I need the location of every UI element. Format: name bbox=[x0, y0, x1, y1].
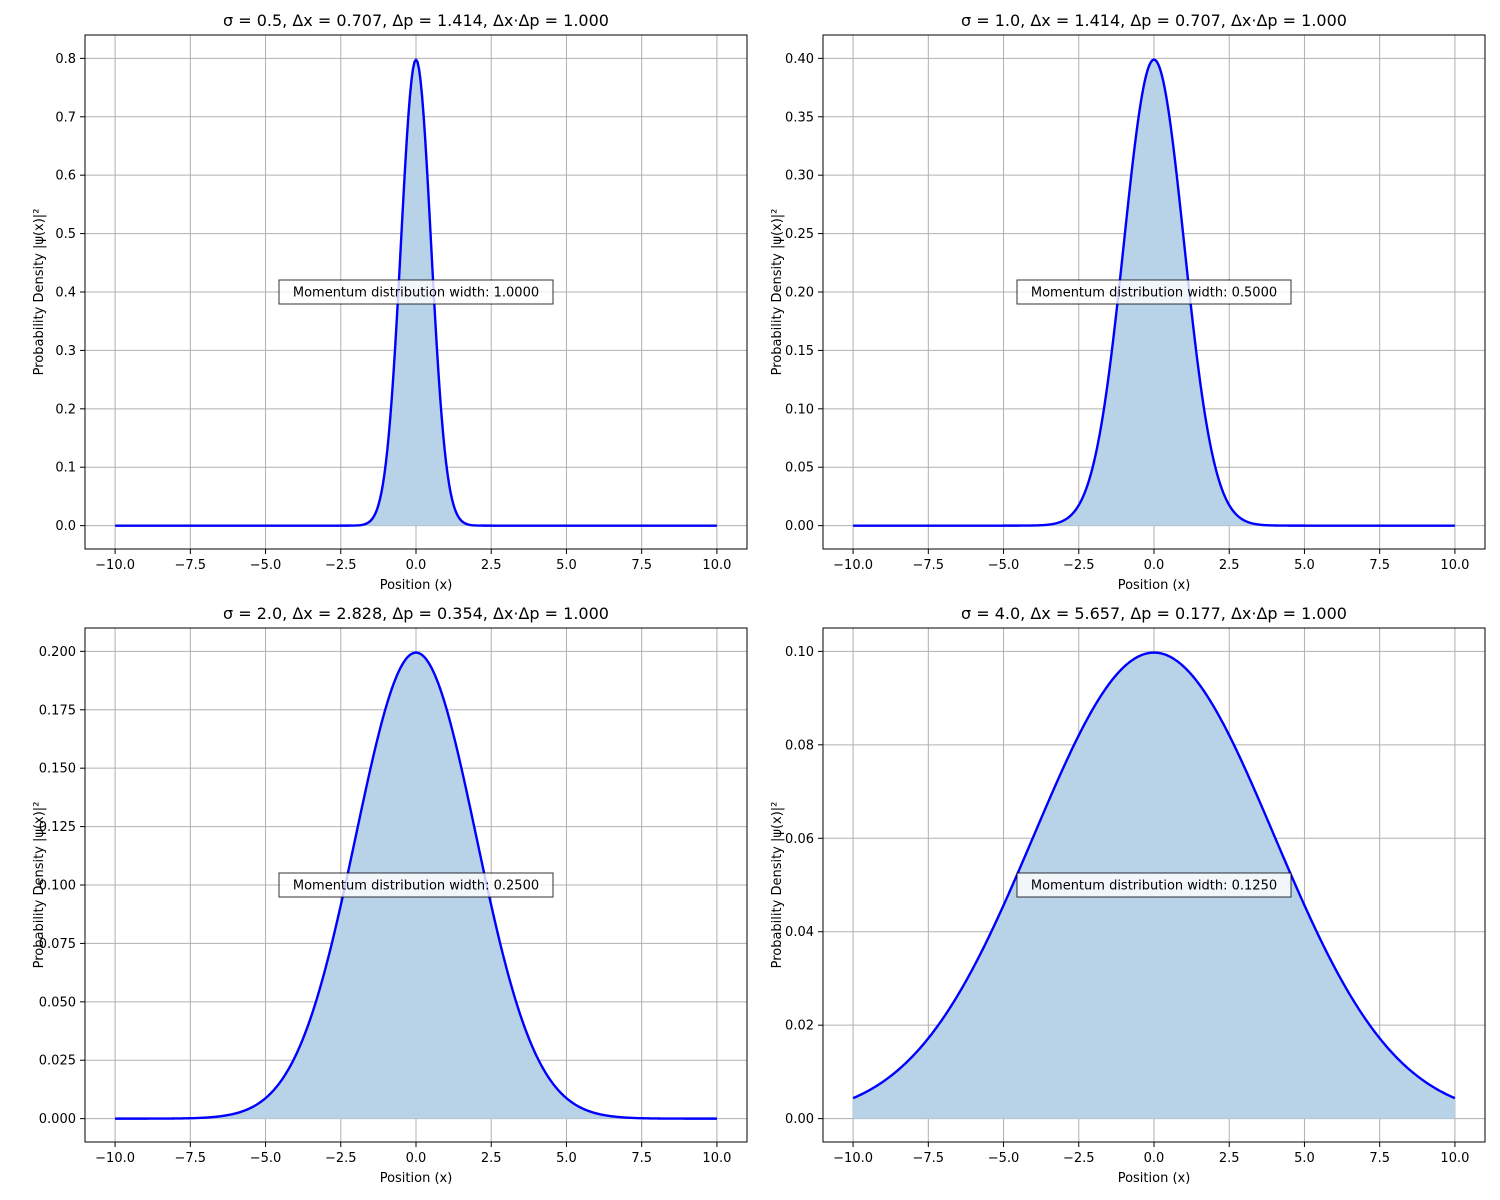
x-tick-label: −10.0 bbox=[95, 1151, 135, 1166]
chart-title: σ = 1.0, Δx = 1.414, Δp = 0.707, Δx·Δp =… bbox=[961, 11, 1347, 30]
x-tick-label: −2.5 bbox=[1063, 558, 1095, 573]
y-tick-label: 0.0 bbox=[55, 519, 76, 534]
x-tick-label: 10.0 bbox=[702, 1151, 731, 1166]
x-tick-label: 5.0 bbox=[1294, 1151, 1315, 1166]
y-tick-label: 0.3 bbox=[55, 344, 76, 359]
y-tick-label: 0.4 bbox=[55, 286, 76, 301]
y-tick-label: 0.175 bbox=[39, 703, 76, 718]
y-tick-label: 0.7 bbox=[55, 110, 76, 125]
y-tick-label: 0.10 bbox=[785, 645, 814, 660]
x-tick-label: −7.5 bbox=[175, 558, 207, 573]
y-tick-label: 0.35 bbox=[785, 110, 814, 125]
y-tick-label: 0.125 bbox=[39, 820, 76, 835]
y-tick-label: 0.050 bbox=[39, 995, 76, 1010]
annotation-box bbox=[1016, 872, 1292, 898]
x-tick-label: −10.0 bbox=[833, 1151, 873, 1166]
x-tick-label: 5.0 bbox=[1294, 558, 1315, 573]
y-tick-label: 0.20 bbox=[785, 286, 814, 301]
x-tick-label: −2.5 bbox=[325, 558, 357, 573]
x-tick-label: 2.5 bbox=[481, 1151, 502, 1166]
annotation-box bbox=[278, 279, 554, 305]
x-axis-label: Position (x) bbox=[380, 578, 453, 593]
x-tick-label: −7.5 bbox=[175, 1151, 207, 1166]
x-tick-label: −5.0 bbox=[988, 1151, 1020, 1166]
y-tick-label: 0.08 bbox=[785, 738, 814, 753]
subplot-3: −10.0 −7.5 −5.0 −2.5 0.0 2.5 5.0 7.5 10.0 0.000 0.… bbox=[32, 604, 748, 1186]
annotation-text: Momentum distribution width: 0.2500 bbox=[293, 879, 539, 894]
x-axis-label: Position (x) bbox=[1118, 578, 1191, 593]
y-tick-label: 0.10 bbox=[785, 402, 814, 417]
y-axis-label: Probability Density |ψ(x)|² bbox=[32, 209, 47, 376]
chart-title: σ = 2.0, Δx = 2.828, Δp = 0.354, Δx·Δp =… bbox=[223, 604, 609, 623]
annotation-text: Momentum distribution width: 1.0000 bbox=[293, 286, 539, 301]
y-tick-label: 0.15 bbox=[785, 344, 814, 359]
y-tick-label: 0.1 bbox=[55, 461, 76, 476]
y-tick-label: 0.04 bbox=[785, 925, 814, 940]
y-tick-label: 0.05 bbox=[785, 461, 814, 476]
subplot-4: −10.0 −7.5 −5.0 −2.5 0.0 2.5 5.0 7.5 10.0 0.00 0.0… bbox=[770, 604, 1486, 1186]
y-axis-label: Probability Density |ψ(x)|² bbox=[770, 209, 785, 376]
x-axis-label: Position (x) bbox=[1118, 1171, 1191, 1186]
x-tick-label: 2.5 bbox=[1219, 1151, 1240, 1166]
y-tick-label: 0.150 bbox=[39, 762, 76, 777]
density-line bbox=[853, 58, 1455, 527]
y-tick-label: 0.30 bbox=[785, 169, 814, 184]
y-axis-label: Probability Density |ψ(x)|² bbox=[770, 802, 785, 969]
x-tick-label: 10.0 bbox=[1440, 558, 1469, 573]
x-tick-label: 7.5 bbox=[631, 558, 652, 573]
y-tick-label: 0.100 bbox=[39, 879, 76, 894]
x-tick-label: 10.0 bbox=[702, 558, 731, 573]
annotation-box bbox=[278, 872, 554, 898]
x-tick-label: 0.0 bbox=[1144, 1151, 1165, 1166]
x-tick-label: −10.0 bbox=[833, 558, 873, 573]
x-tick-label: −5.0 bbox=[250, 558, 282, 573]
x-tick-label: 7.5 bbox=[1369, 1151, 1390, 1166]
x-tick-label: −2.5 bbox=[1063, 1151, 1095, 1166]
y-tick-label: 0.06 bbox=[785, 832, 814, 847]
y-axis-label: Probability Density |ψ(x)|² bbox=[32, 802, 47, 969]
x-tick-label: 7.5 bbox=[1369, 558, 1390, 573]
x-tick-label: −5.0 bbox=[988, 558, 1020, 573]
x-tick-label: 2.5 bbox=[1219, 558, 1240, 573]
y-tick-label: 0.02 bbox=[785, 1019, 814, 1034]
x-tick-label: 5.0 bbox=[556, 558, 577, 573]
x-tick-label: −10.0 bbox=[95, 558, 135, 573]
x-tick-label: 2.5 bbox=[481, 558, 502, 573]
x-tick-label: 0.0 bbox=[406, 558, 427, 573]
x-tick-label: 7.5 bbox=[631, 1151, 652, 1166]
subplot-2: −10.0 −7.5 −5.0 −2.5 0.0 2.5 5.0 7.5 10.0 0.00 0.0… bbox=[770, 11, 1486, 593]
x-tick-label: 10.0 bbox=[1440, 1151, 1469, 1166]
y-tick-label: 0.00 bbox=[785, 1112, 814, 1127]
annotation-text: Momentum distribution width: 0.1250 bbox=[1031, 879, 1277, 894]
chart-title: σ = 4.0, Δx = 5.657, Δp = 0.177, Δx·Δp =… bbox=[961, 604, 1347, 623]
annotation-text: Momentum distribution width: 0.5000 bbox=[1031, 286, 1277, 301]
y-tick-label: 0.40 bbox=[785, 52, 814, 67]
y-tick-label: 0.025 bbox=[39, 1054, 76, 1069]
density-line bbox=[852, 651, 1456, 1100]
x-axis-label: Position (x) bbox=[380, 1171, 453, 1186]
x-tick-label: 5.0 bbox=[556, 1151, 577, 1166]
y-tick-label: 0.2 bbox=[55, 402, 76, 417]
annotation-box bbox=[1016, 279, 1292, 305]
y-tick-label: 0.075 bbox=[39, 937, 76, 952]
y-tick-label: 0.000 bbox=[39, 1112, 76, 1127]
chart-title: σ = 0.5, Δx = 0.707, Δp = 1.414, Δx·Δp =… bbox=[223, 11, 609, 30]
x-tick-label: 0.0 bbox=[406, 1151, 427, 1166]
y-tick-label: 0.200 bbox=[39, 645, 76, 660]
y-tick-label: 0.5 bbox=[55, 227, 76, 242]
density-line bbox=[115, 651, 717, 1120]
x-tick-label: 0.0 bbox=[1144, 558, 1165, 573]
y-tick-label: 0.6 bbox=[55, 169, 76, 184]
y-tick-label: 0.25 bbox=[785, 227, 814, 242]
x-tick-label: −7.5 bbox=[913, 558, 945, 573]
x-tick-label: −2.5 bbox=[325, 1151, 357, 1166]
x-tick-label: −7.5 bbox=[913, 1151, 945, 1166]
density-line bbox=[115, 58, 717, 527]
y-tick-label: 0.00 bbox=[785, 519, 814, 534]
x-tick-label: −5.0 bbox=[250, 1151, 282, 1166]
subplot-1: −10.0 −7.5 −5.0 −2.5 0.0 2.5 5.0 7.5 10.0 0.0 0.1 0… bbox=[32, 11, 748, 593]
y-tick-label: 0.8 bbox=[55, 52, 76, 67]
